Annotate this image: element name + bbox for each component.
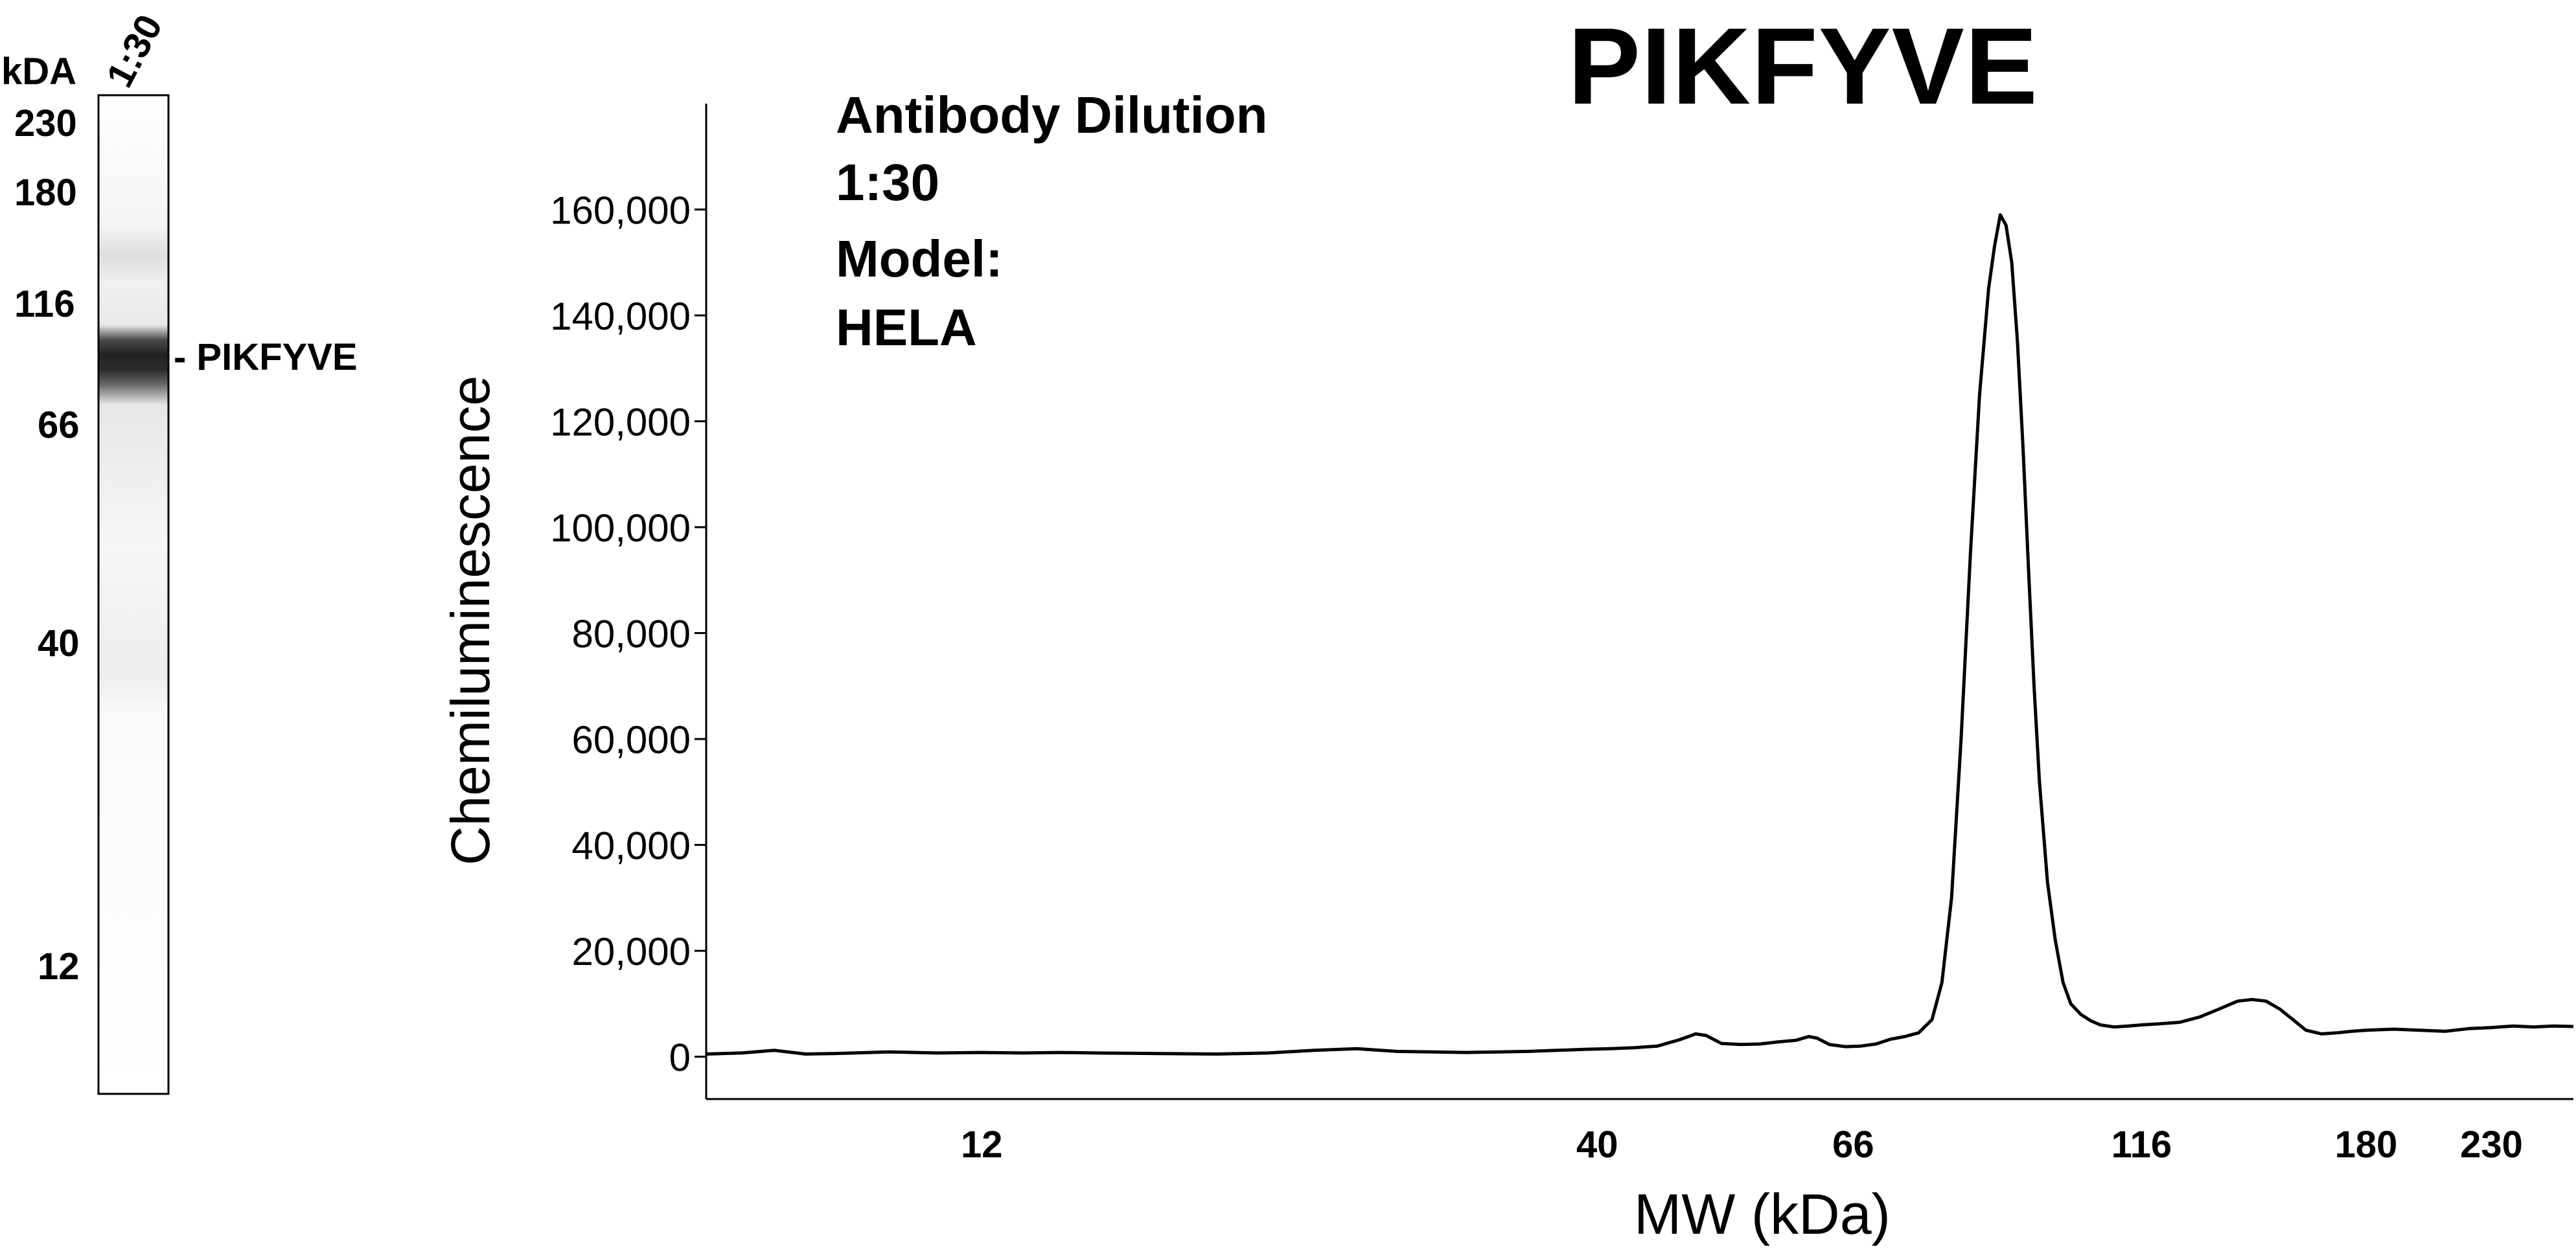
kda-unit-label: kDA <box>1 51 77 93</box>
chart-title: PIKFYVE <box>1568 5 2038 127</box>
marker-label-40: 40 <box>38 622 80 664</box>
y-axis-label: Chemiluminescence <box>440 376 501 865</box>
y-tick-label: 80,000 <box>571 613 691 656</box>
y-tick-label: 40,000 <box>571 824 691 868</box>
x-axis-label: MW (kDa) <box>1634 1182 1891 1246</box>
x-tick-label: 40 <box>1576 1124 1618 1166</box>
x-tick-label: 12 <box>961 1124 1003 1166</box>
y-tick-label: 160,000 <box>550 189 691 233</box>
annotation-line-4: HELA <box>836 299 977 356</box>
y-tick-label: 20,000 <box>571 930 691 973</box>
y-tick-label: 120,000 <box>550 401 691 444</box>
y-tick-label: 60,000 <box>571 718 691 762</box>
marker-label-66: 66 <box>38 404 80 446</box>
marker-label-180: 180 <box>14 172 77 214</box>
annotation-line-1: Antibody Dilution <box>836 86 1268 144</box>
band-label: - PIKFYVE <box>174 336 358 378</box>
annotation-line-3: Model: <box>836 230 1003 288</box>
x-tick-label: 180 <box>2335 1124 2398 1166</box>
blot-lane <box>97 94 170 1095</box>
marker-label-116: 116 <box>14 283 75 325</box>
x-tick-label: 116 <box>2111 1124 2172 1166</box>
y-tick-label: 140,000 <box>550 295 691 338</box>
marker-label-230: 230 <box>14 102 77 144</box>
annotation-line-2: 1:30 <box>836 153 940 211</box>
series-line <box>706 213 2574 1056</box>
marker-label-12: 12 <box>38 946 80 988</box>
x-tick-label: 230 <box>2460 1124 2523 1166</box>
y-tick-label: 100,000 <box>550 506 691 550</box>
y-tick-label: 0 <box>669 1036 691 1080</box>
x-tick-label: 66 <box>1832 1124 1874 1166</box>
